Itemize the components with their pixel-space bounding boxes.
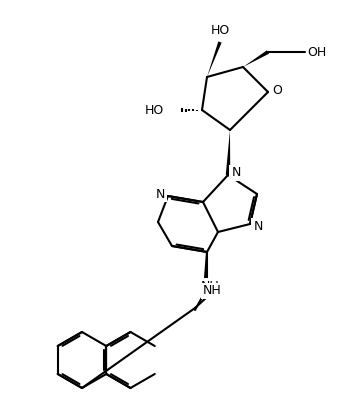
Polygon shape xyxy=(243,50,269,67)
Text: N: N xyxy=(155,188,165,201)
Text: OH: OH xyxy=(307,46,327,59)
Text: O: O xyxy=(272,85,282,98)
Text: HO: HO xyxy=(145,103,164,116)
Polygon shape xyxy=(207,42,222,77)
Polygon shape xyxy=(226,130,230,175)
Text: HO: HO xyxy=(210,24,229,37)
Text: N: N xyxy=(253,219,263,232)
Text: NH: NH xyxy=(201,280,219,293)
Text: NH: NH xyxy=(203,284,221,298)
Text: N: N xyxy=(231,166,241,179)
